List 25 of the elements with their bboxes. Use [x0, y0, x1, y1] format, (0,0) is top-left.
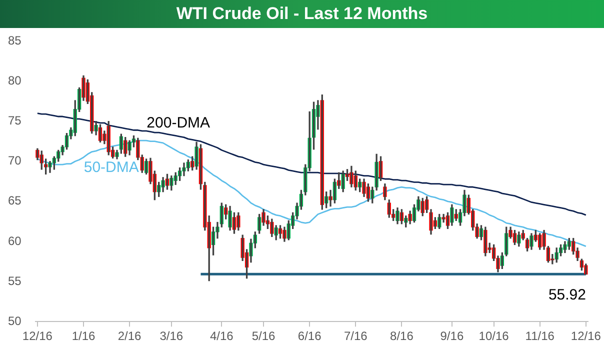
- series-label: 200-DMA: [146, 114, 210, 132]
- y-tick-label: 55: [8, 274, 22, 288]
- x-tick-label: 12/16: [570, 329, 602, 344]
- x-tick-label: 1/16: [72, 329, 96, 344]
- x-tick-label: 2/16: [118, 329, 142, 344]
- x-tick-label: 8/16: [390, 329, 414, 344]
- y-tick-label: 70: [8, 154, 22, 168]
- y-tick-label: 65: [8, 194, 22, 208]
- annotation: 55.92: [548, 286, 586, 304]
- x-tick-label: 5/16: [252, 329, 276, 344]
- y-tick-label: 60: [8, 234, 22, 248]
- y-tick-label: 80: [8, 74, 22, 88]
- y-tick-label: 85: [8, 34, 22, 48]
- x-tick-label: 12/16: [22, 329, 53, 344]
- x-tick-label: 4/16: [210, 329, 234, 344]
- series-label: 50-DMA: [84, 158, 139, 176]
- x-tick-label: 3/16: [160, 329, 184, 344]
- x-tick-label: 7/16: [344, 329, 368, 344]
- y-tick-label: 75: [8, 114, 22, 128]
- x-tick-label: 6/16: [298, 329, 322, 344]
- x-tick-label: 11/16: [525, 329, 555, 344]
- chart-title: WTI Crude Oil - Last 12 Months: [0, 0, 604, 28]
- x-tick-label: 10/16: [478, 329, 510, 344]
- y-tick-label: 50: [8, 314, 22, 328]
- x-tick-label: 9/16: [440, 329, 464, 344]
